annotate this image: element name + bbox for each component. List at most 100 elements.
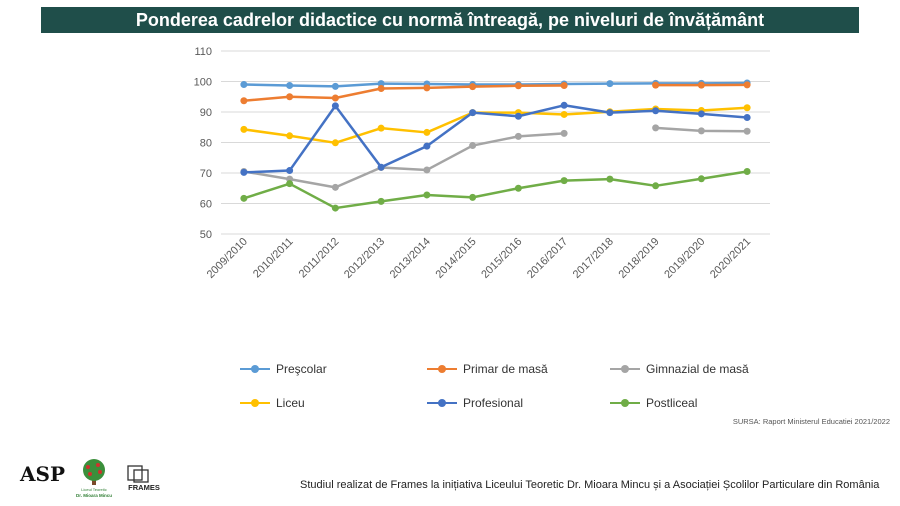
data-point-prescolar xyxy=(286,81,294,89)
data-point-primar-de-masa xyxy=(697,81,705,89)
data-point-primar-de-masa xyxy=(240,97,248,105)
legend-item-postliceal: Postliceal xyxy=(610,396,697,410)
legend-swatch xyxy=(610,397,640,409)
legend-item-liceu: Liceu xyxy=(240,396,305,410)
x-tick-label: 2010/2011 xyxy=(251,236,296,281)
data-point-primar-de-masa xyxy=(514,82,522,90)
y-tick-label: 100 xyxy=(194,77,212,89)
svg-text:FRAMES: FRAMES xyxy=(128,483,160,492)
y-tick-label: 90 xyxy=(200,107,212,119)
data-point-primar-de-masa xyxy=(743,81,751,89)
legend-item-primar-de-masa: Primar de masă xyxy=(427,362,548,376)
x-tick-label: 2016/2017 xyxy=(525,236,570,281)
data-point-primar-de-masa xyxy=(652,81,660,89)
series-line-prescolar xyxy=(243,81,748,88)
data-point-profesional xyxy=(240,168,248,176)
data-point-postliceal xyxy=(469,193,477,201)
data-point-profesional xyxy=(743,113,751,121)
asp-logo: ASP xyxy=(20,462,65,486)
data-point-liceu xyxy=(286,132,294,140)
x-tick-label: 2020/2021 xyxy=(708,236,753,281)
data-point-postliceal xyxy=(240,194,248,202)
x-tick-label: 2011/2012 xyxy=(297,236,342,281)
data-point-gimnazial-de-masa xyxy=(423,166,431,174)
footer-credits: Studiul realizat de Frames la inițiativa… xyxy=(300,479,880,491)
data-point-postliceal xyxy=(606,175,614,183)
x-tick-label: 2018/2019 xyxy=(616,236,661,281)
data-point-primar-de-masa xyxy=(331,94,339,102)
x-tick-label: 2019/2020 xyxy=(662,236,707,281)
data-point-prescolar xyxy=(606,80,614,88)
legend-label: Primar de masă xyxy=(463,362,548,376)
x-tick-label: 2009/2010 xyxy=(205,236,250,281)
data-point-liceu xyxy=(331,139,339,147)
data-point-postliceal xyxy=(697,175,705,183)
data-point-gimnazial-de-masa xyxy=(560,129,568,137)
x-tick-label: 2017/2018 xyxy=(571,236,616,281)
data-point-prescolar xyxy=(240,81,248,89)
data-point-prescolar xyxy=(331,82,339,90)
svg-text:Liceul Teoretic: Liceul Teoretic xyxy=(81,487,107,492)
data-point-liceu xyxy=(240,125,248,133)
source-note: SURSA: Raport Ministerul Educatiei 2021/… xyxy=(732,417,890,426)
data-point-prescolar xyxy=(377,80,385,88)
data-point-primar-de-masa xyxy=(423,84,431,92)
data-point-profesional xyxy=(652,107,660,115)
legend-swatch xyxy=(240,363,270,375)
legend-label: Gimnazial de masă xyxy=(646,362,749,376)
data-point-gimnazial-de-masa xyxy=(469,142,477,150)
legend-swatch xyxy=(240,397,270,409)
x-tick-label: 2012/2013 xyxy=(342,236,387,281)
data-point-liceu xyxy=(743,104,751,112)
series-line-gimnazial-de-masa xyxy=(243,132,565,189)
y-tick-label: 110 xyxy=(194,46,212,58)
data-point-primar-de-masa xyxy=(469,83,477,91)
data-point-profesional xyxy=(697,110,705,118)
legend-label: Profesional xyxy=(463,396,524,410)
data-point-profesional xyxy=(606,109,614,117)
data-point-profesional xyxy=(331,102,339,110)
data-point-profesional xyxy=(469,109,477,117)
liceul-mincu-tree-logo: Liceul Teoretic Dr. Mioara Mincu xyxy=(76,459,112,498)
data-point-liceu xyxy=(560,110,568,118)
data-point-primar-de-masa xyxy=(286,93,294,101)
legend-item-gimnazial-de-masa: Gimnazial de masă xyxy=(610,362,749,376)
data-point-postliceal xyxy=(423,191,431,199)
series-line-postliceal xyxy=(243,170,748,210)
data-point-gimnazial-de-masa xyxy=(697,127,705,135)
x-tick-label: 2014/2015 xyxy=(433,236,478,281)
legend-label: Postliceal xyxy=(646,396,698,410)
data-point-gimnazial-de-masa xyxy=(514,132,522,140)
data-point-postliceal xyxy=(331,204,339,212)
legend-label: Liceu xyxy=(276,396,305,410)
data-point-profesional xyxy=(560,101,568,109)
legend-swatch xyxy=(427,397,457,409)
data-point-profesional xyxy=(286,167,294,175)
data-point-gimnazial-de-masa xyxy=(331,183,339,191)
frames-logo: FRAMES xyxy=(127,465,160,492)
data-point-liceu xyxy=(423,128,431,136)
legend-label: Preşcolar xyxy=(276,362,327,376)
svg-text:Dr. Mioara Mincu: Dr. Mioara Mincu xyxy=(76,493,112,498)
data-point-postliceal xyxy=(560,177,568,185)
data-point-postliceal xyxy=(514,184,522,192)
legend-swatch xyxy=(610,363,640,375)
x-tick-label: 2013/2014 xyxy=(388,236,433,281)
legend-item-prescolar: Preşcolar xyxy=(240,362,327,376)
y-tick-label: 70 xyxy=(200,168,212,180)
legend-item-profesional: Profesional xyxy=(427,396,523,410)
data-point-postliceal xyxy=(286,180,294,188)
y-tick-label: 60 xyxy=(200,199,212,211)
data-point-postliceal xyxy=(652,182,660,190)
data-point-postliceal xyxy=(377,197,385,205)
y-tick-label: 50 xyxy=(200,229,212,241)
data-point-primar-de-masa xyxy=(560,81,568,89)
data-point-profesional xyxy=(514,112,522,120)
series-line-primar-de-masa xyxy=(243,84,565,102)
data-point-gimnazial-de-masa xyxy=(743,127,751,135)
series-line-liceu xyxy=(243,106,748,145)
y-tick-label: 80 xyxy=(200,138,212,150)
data-point-postliceal xyxy=(743,167,751,175)
series-line-profesional xyxy=(243,104,748,174)
chart-title: Ponderea cadrelor didactice cu normă înt… xyxy=(41,7,859,33)
